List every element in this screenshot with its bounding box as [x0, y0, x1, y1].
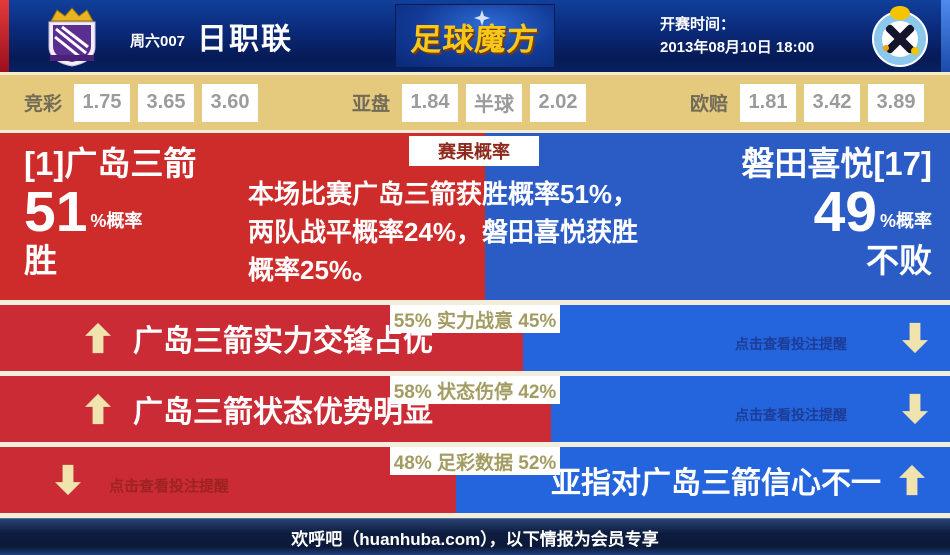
form-home-statement: 广岛三箭状态优势明显 [0, 376, 433, 442]
form-percent-label: 58% 状态伤停 42% [390, 376, 560, 404]
away-team-block: 磐田喜悦[17] 49 %概率 不败 [741, 143, 932, 283]
home-win-percent: 51 [24, 180, 88, 244]
oupei-home-odds: 1.81 [740, 83, 797, 122]
away-percent-suffix: %概率 [879, 211, 932, 231]
footer-text: 欢呼吧（huanhuba.com），以下情报为会员专享 [291, 529, 659, 549]
jingcai-label: 竞彩 [24, 94, 63, 115]
description-line-1: 本场比赛广岛三箭获胜概率51%， [248, 179, 639, 209]
factor-row-pool-data: 点击查看投注提醒 亚指对广岛三箭信心不一 48% 足彩数据 52% [0, 447, 950, 513]
strength-statement-text: 广岛三箭实力交锋占优 [133, 325, 433, 358]
odds-bar: 竞彩 1.75 3.65 3.60 亚盘 1.84 半球 2.02 欧赔 1.8… [0, 72, 950, 130]
site-logo-text: 足球魔方 [409, 21, 541, 57]
strength-hint-text[interactable]: 点击查看投注提醒 [735, 336, 847, 352]
down-arrow-icon[interactable] [902, 393, 928, 425]
away-outcome-label: 不败 [866, 242, 932, 279]
odds-group-oupei: 欧赔 1.81 3.42 3.89 [690, 75, 932, 130]
jingcai-away-odds: 3.60 [202, 83, 259, 122]
jingcai-draw-odds: 3.65 [138, 83, 195, 122]
form-bet-hint[interactable]: 点击查看投注提醒 [735, 376, 950, 442]
probability-description: 本场比赛广岛三箭获胜概率51%， 两队战平概率24%，磐田喜悦获胜 概率25%。 [248, 175, 658, 289]
kickoff-label: 开赛时间： [660, 16, 736, 33]
form-statement-text: 广岛三箭状态优势明显 [133, 396, 433, 429]
pool-away-statement: 亚指对广岛三箭信心不一 [551, 447, 950, 513]
pool-percent-label: 48% 足彩数据 52% [390, 447, 560, 475]
sparkle-icon [474, 10, 490, 26]
left-edge-stripe [0, 0, 9, 72]
match-info: 周六007 日职联 [130, 0, 293, 72]
yapan-label: 亚盘 [352, 94, 391, 115]
footer-banner: 欢呼吧（huanhuba.com），以下情报为会员专享 [0, 518, 950, 555]
home-percent-suffix: %概率 [90, 211, 143, 231]
up-arrow-icon [85, 393, 111, 425]
description-line-3: 概率25%。 [248, 255, 379, 285]
home-outcome-label: 胜 [24, 242, 57, 279]
pool-hint-text[interactable]: 点击查看投注提醒 [109, 477, 230, 495]
home-team-name: [1]广岛三箭 [24, 145, 197, 182]
pool-home-bar [0, 447, 456, 513]
pool-bet-hint[interactable]: 点击查看投注提醒 [0, 447, 229, 513]
site-logo[interactable]: 足球魔方 [395, 4, 555, 68]
strength-bet-hint[interactable]: 点击查看投注提醒 [735, 305, 950, 371]
away-team-name: 磐田喜悦[17] [741, 145, 932, 182]
home-team-crest-icon [36, 5, 108, 68]
down-arrow-icon[interactable] [55, 464, 81, 496]
yapan-away-odds: 2.02 [530, 83, 587, 122]
strength-home-statement: 广岛三箭实力交锋占优 [0, 305, 433, 371]
factor-row-strength: 广岛三箭实力交锋占优 点击查看投注提醒 55% 实力战意 45% [0, 305, 950, 371]
home-team-block: [1]广岛三箭 51 %概率 胜 [24, 143, 196, 283]
factor-row-form: 广岛三箭状态优势明显 点击查看投注提醒 58% 状态伤停 42% [0, 376, 950, 442]
description-line-2: 两队战平概率24%，磐田喜悦获胜 [248, 217, 639, 247]
oupei-draw-odds: 3.42 [804, 83, 861, 122]
kickoff-datetime: 2013年08月10日 18:00 [660, 39, 815, 56]
up-arrow-icon [85, 322, 111, 354]
yapan-handicap: 半球 [466, 83, 523, 122]
yapan-home-odds: 1.84 [402, 83, 459, 122]
league-name: 日职联 [197, 23, 294, 56]
down-arrow-icon[interactable] [902, 322, 928, 354]
odds-group-yapan: 亚盘 1.84 半球 2.02 [352, 75, 594, 130]
match-header: 周六007 日职联 足球魔方 开赛时间： 2013年08月10日 18:00 [0, 0, 950, 72]
oupei-away-odds: 3.89 [868, 83, 925, 122]
pool-statement-text: 亚指对广岛三箭信心不一 [551, 467, 881, 500]
away-team-crest-icon [866, 4, 934, 69]
result-probability-section: 赛果概率 [1]广岛三箭 51 %概率 胜 本场比赛广岛三箭获胜概率51%， 两… [0, 133, 950, 300]
odds-group-jingcai: 竞彩 1.75 3.65 3.60 [24, 75, 266, 130]
match-number: 周六007 [130, 32, 186, 50]
away-unbeaten-percent: 49 [813, 180, 877, 244]
strength-percent-label: 55% 实力战意 45% [390, 305, 560, 333]
result-probability-badge: 赛果概率 [409, 136, 539, 166]
kickoff-time: 开赛时间： 2013年08月10日 18:00 [660, 13, 814, 59]
right-edge-stripe [941, 0, 950, 72]
jingcai-home-odds: 1.75 [74, 83, 131, 122]
oupei-label: 欧赔 [690, 94, 729, 115]
home-probability-bar [0, 133, 485, 300]
form-hint-text[interactable]: 点击查看投注提醒 [735, 407, 847, 423]
up-arrow-icon [899, 464, 925, 496]
